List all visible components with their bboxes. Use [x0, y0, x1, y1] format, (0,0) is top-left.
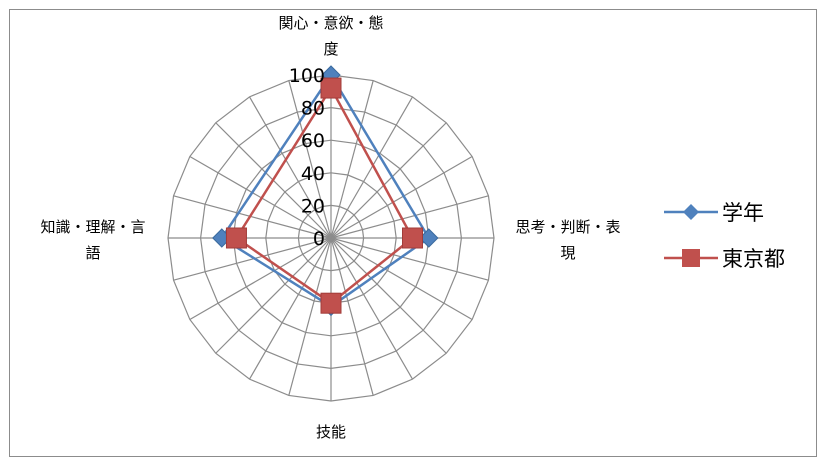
series-1-point-2: [320, 292, 342, 314]
grid-spoke: [330, 237, 447, 354]
grid-spoke: [330, 237, 374, 396]
legend-label-1: 東京都: [722, 247, 785, 271]
grid-spoke: [330, 155, 473, 239]
radar-spokes: [168, 75, 494, 401]
grid-spoke: [330, 195, 489, 239]
grid-spoke: [330, 237, 489, 281]
tick-label-80: 80: [301, 98, 325, 120]
tick-labels: 0 20 40 60 80 100: [289, 65, 325, 250]
axis-label-3: 知識・理解・言語: [40, 218, 145, 262]
grid-spoke: [173, 237, 332, 281]
grid-spoke: [288, 80, 332, 239]
tick-label-40: 40: [301, 163, 325, 185]
grid-spoke: [330, 122, 447, 239]
grid-spoke: [330, 237, 414, 380]
grid-spoke: [330, 96, 414, 239]
tick-label-0: 0: [313, 228, 325, 250]
series-lines: [220, 72, 431, 308]
tick-label-20: 20: [301, 195, 325, 217]
legend-marker-0: [683, 204, 699, 220]
grid-spoke: [248, 96, 332, 239]
legend-marker-1: [682, 249, 700, 267]
grid-spoke: [173, 195, 332, 239]
series-1-point-0: [320, 77, 342, 99]
series-line-0: [220, 72, 431, 308]
axis-label-0: 関心・意欲・態度: [278, 14, 383, 58]
grid-spoke: [215, 237, 332, 354]
grid-spoke: [288, 237, 332, 396]
axis-label-1: 思考・判断・表現: [515, 218, 620, 262]
grid-spoke: [330, 80, 374, 239]
series-markers: [212, 65, 439, 317]
axis-label-2: 技能: [316, 423, 346, 441]
series-1-point-1: [402, 227, 423, 249]
legend-label-0: 学年: [722, 201, 764, 225]
tick-label-60: 60: [301, 130, 325, 152]
tick-label-100: 100: [289, 65, 325, 87]
grid-spoke: [248, 237, 332, 380]
series-1-point-3: [225, 227, 247, 249]
grid-spoke: [189, 237, 332, 321]
grid-spoke: [189, 155, 332, 239]
grid-spoke: [330, 237, 473, 321]
